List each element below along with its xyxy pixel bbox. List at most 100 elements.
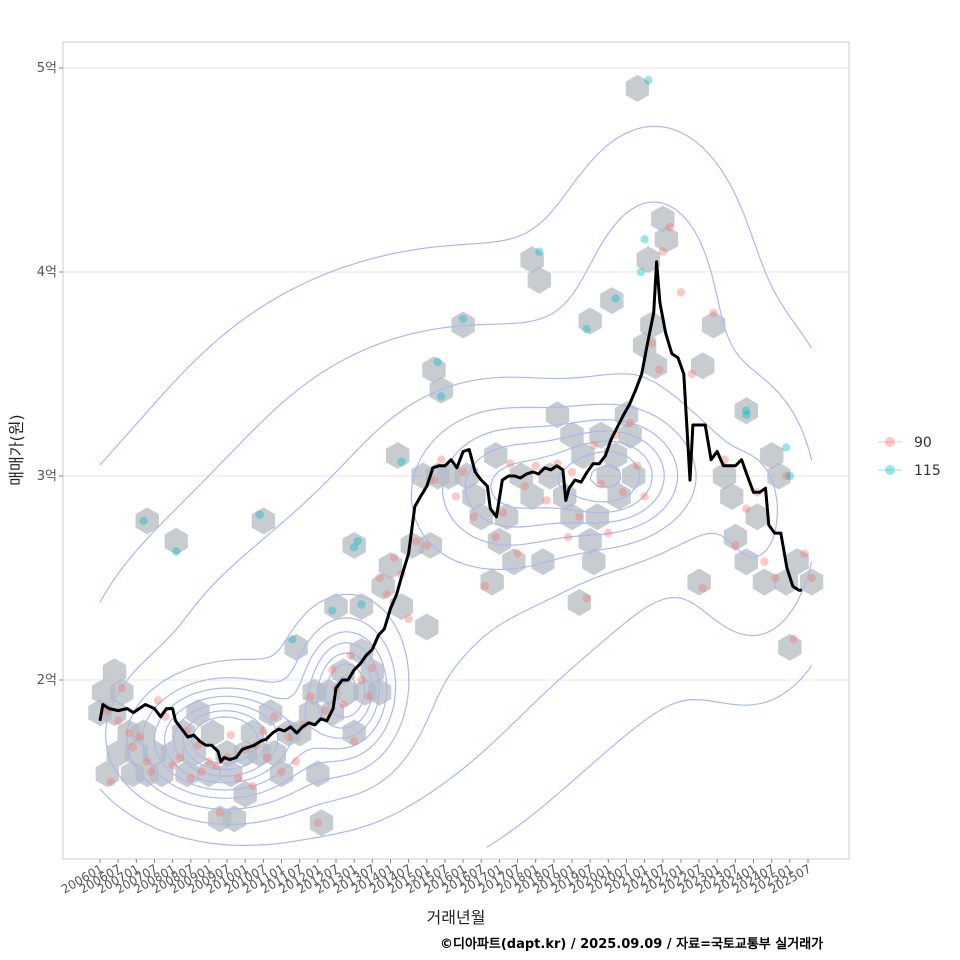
data-point-90 xyxy=(248,781,257,791)
data-point-90 xyxy=(771,573,780,583)
data-point-90 xyxy=(346,651,355,660)
hexbin-cell xyxy=(186,699,210,727)
data-point-90 xyxy=(153,696,163,705)
data-point-90 xyxy=(197,767,206,776)
hexbin-cell xyxy=(720,482,744,510)
hexbin-cell xyxy=(560,421,584,449)
data-point-90 xyxy=(143,757,152,766)
data-point-90 xyxy=(339,700,348,709)
hexbin-cell xyxy=(233,780,257,808)
hexbin-cell xyxy=(484,442,508,470)
data-point-115 xyxy=(458,314,468,324)
hexbin-cell xyxy=(495,503,519,531)
hexbin-cell xyxy=(182,739,207,767)
data-point-90 xyxy=(135,732,145,742)
hexbin-cell xyxy=(651,205,675,233)
data-point-115 xyxy=(782,443,791,452)
data-point-90 xyxy=(480,581,490,591)
data-point-90 xyxy=(277,767,286,776)
data-point-90 xyxy=(564,533,573,542)
data-point-115 xyxy=(357,600,366,609)
hexbin-cell xyxy=(462,482,486,510)
density-contours xyxy=(99,125,813,848)
data-point-90 xyxy=(665,222,675,232)
hexbin-cell xyxy=(745,503,769,531)
hexbin-cell xyxy=(600,287,624,315)
hexbin-cell xyxy=(349,593,374,621)
data-point-90 xyxy=(146,767,156,776)
hexbin-cell xyxy=(135,507,159,535)
hexbin-cell xyxy=(200,719,225,747)
data-point-90 xyxy=(782,471,791,481)
data-point-90 xyxy=(647,339,657,348)
data-point-90 xyxy=(422,541,431,550)
data-point-90 xyxy=(437,455,446,464)
data-point-90 xyxy=(204,757,214,766)
data-point-90 xyxy=(349,737,359,746)
data-point-90 xyxy=(687,369,697,379)
data-point-90 xyxy=(498,508,508,517)
hexbin-cell xyxy=(687,568,711,596)
y-axis-title: 매매가(원) xyxy=(7,414,26,485)
hexbin-cell xyxy=(451,311,475,339)
legend-item-115: 115 xyxy=(878,463,941,479)
hexbin-cell xyxy=(636,246,660,274)
hexbin-cell xyxy=(527,266,551,294)
hexbin-cell xyxy=(284,633,308,661)
moving-average-line xyxy=(98,260,802,764)
hexbin-cell xyxy=(774,568,798,596)
hexbin-cell xyxy=(415,613,439,641)
data-point-90 xyxy=(567,467,577,477)
hexbin-cell xyxy=(520,482,544,510)
data-point-90 xyxy=(800,549,809,558)
hexbin-cell xyxy=(309,809,334,837)
density-contour xyxy=(153,430,665,791)
data-point-90 xyxy=(469,512,479,521)
y-tick-label: 2억 xyxy=(37,673,57,688)
data-point-90 xyxy=(259,726,268,736)
hexbin-cell xyxy=(723,523,748,551)
hexbin-cell xyxy=(545,401,570,429)
density-contour xyxy=(99,125,813,848)
data-point-90 xyxy=(625,418,635,428)
data-point-90 xyxy=(128,743,137,752)
hexbin-cell xyxy=(785,548,809,576)
data-point-90 xyxy=(589,441,598,450)
y-tick-label: 5억 xyxy=(37,61,57,76)
data-point-90 xyxy=(807,573,816,583)
data-point-90 xyxy=(364,692,373,701)
density-contour xyxy=(182,465,622,771)
hexbin-cell xyxy=(654,225,679,253)
hexbin-cell xyxy=(160,739,185,767)
legend-key-point-90 xyxy=(885,437,895,447)
data-point-90 xyxy=(168,761,177,770)
data-point-90 xyxy=(215,808,225,817)
hexbin-cell xyxy=(324,593,348,621)
hexbin-cell xyxy=(110,678,134,706)
hexbin-cell xyxy=(400,531,424,559)
hexbin-cell xyxy=(95,760,119,788)
data-point-115 xyxy=(644,76,653,85)
data-point-90 xyxy=(582,594,591,603)
hexbin-cell xyxy=(625,74,649,102)
data-point-90 xyxy=(633,461,642,470)
plot-border xyxy=(62,41,850,860)
hexbin-cell xyxy=(632,331,657,359)
data-point-90 xyxy=(506,459,515,468)
y-tick-label: 4억 xyxy=(37,265,57,280)
data-point-90 xyxy=(513,549,522,558)
x-axis-title: 거래년월 xyxy=(427,908,486,927)
data-point-90 xyxy=(531,461,540,470)
data-point-90 xyxy=(676,288,686,297)
data-point-90 xyxy=(175,753,185,762)
data-point-90 xyxy=(382,590,392,599)
data-point-115 xyxy=(582,324,591,334)
data-point-90 xyxy=(124,728,134,738)
data-point-90 xyxy=(429,475,439,485)
data-point-90 xyxy=(186,773,195,783)
hexbin-cell xyxy=(240,719,265,747)
hexbin-cell xyxy=(578,307,602,335)
hexbin-cell xyxy=(222,805,246,833)
hexbin-cell xyxy=(567,589,591,616)
data-point-90 xyxy=(618,488,628,497)
